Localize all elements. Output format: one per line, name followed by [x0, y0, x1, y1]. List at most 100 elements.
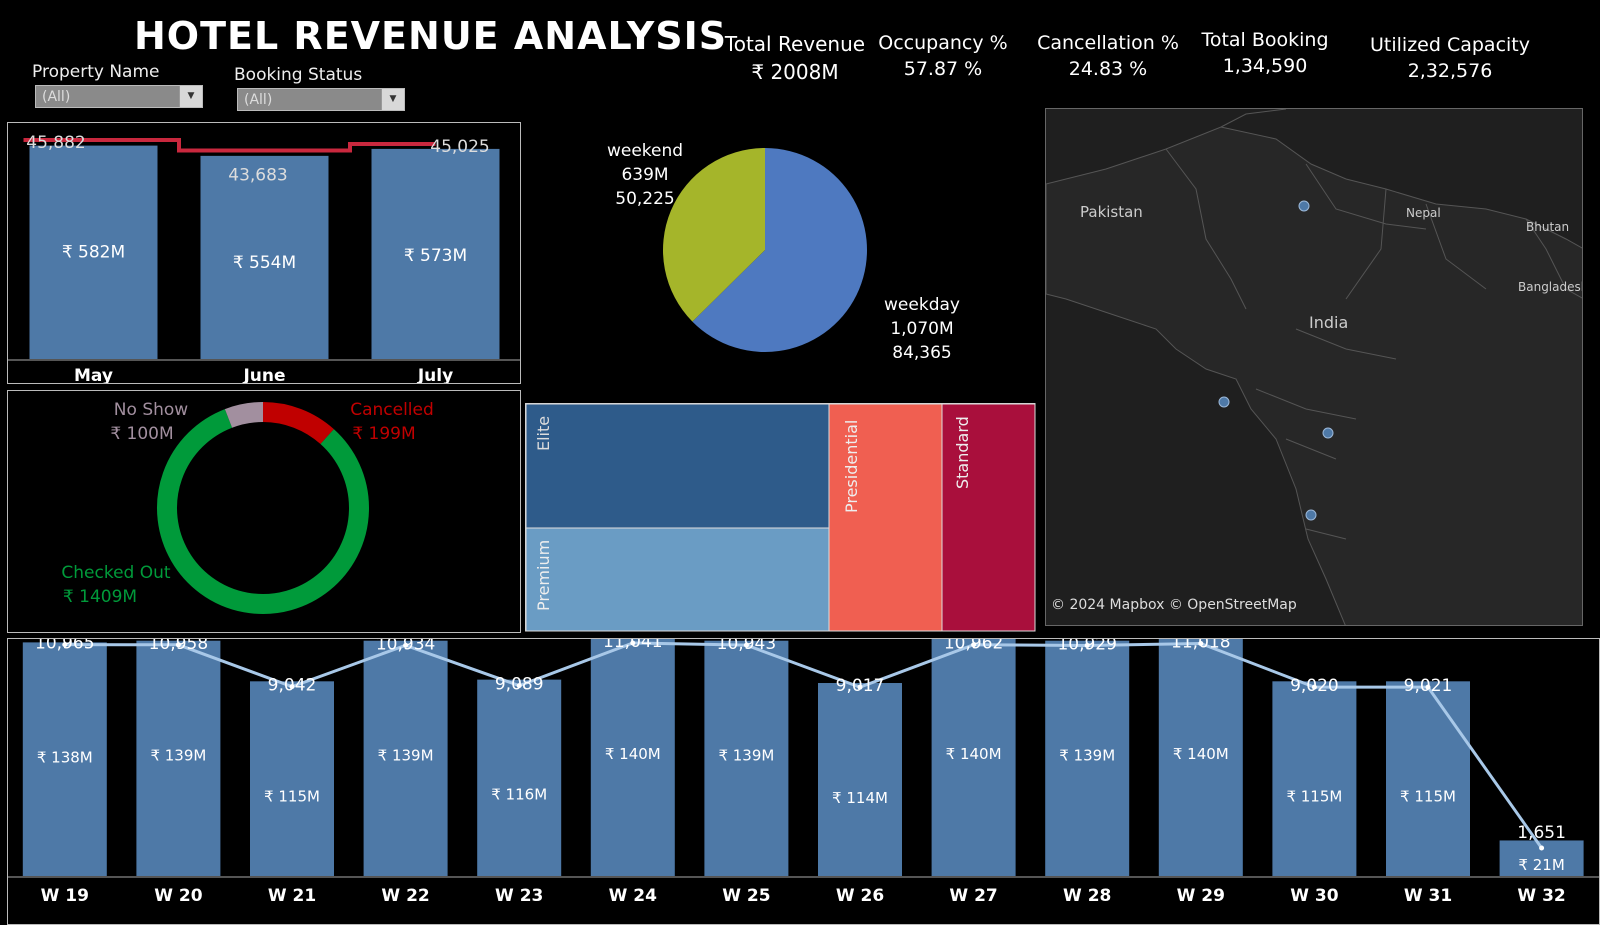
kpi-value: 57.87 % [903, 58, 983, 80]
week-bookings-point [1311, 684, 1317, 690]
week-bookings-label: 9,042 [268, 676, 317, 696]
week-revenue-label: ₹ 139M [378, 747, 434, 765]
week-axis-label: W 24 [609, 886, 657, 906]
map-canvas: Pakistan Nepal Bhutan Bangladesh India ©… [1046, 109, 1583, 625]
map-attribution[interactable]: © 2024 Mapbox © OpenStreetMap [1051, 597, 1297, 613]
month-bookings-label: 45,025 [430, 137, 489, 157]
pie-slice-weekend[interactable] [663, 148, 765, 322]
week-revenue-label: ₹ 139M [1059, 747, 1115, 765]
week-bookings-line [64, 641, 1543, 849]
treemap-elite[interactable] [525, 403, 830, 529]
week-bar-w24[interactable] [590, 639, 675, 876]
donut-slice-cancelled[interactable] [262, 402, 334, 445]
treemap-premium-label: Premium [534, 540, 553, 611]
month-revenue-label: ₹ 573M [404, 246, 467, 266]
month-revenue-label: ₹ 554M [233, 253, 296, 273]
month-axis-label: July [417, 366, 453, 384]
month-bar-july[interactable] [371, 148, 500, 359]
week-revenue-label: ₹ 115M [1400, 787, 1456, 805]
treemap-presidential[interactable] [828, 403, 943, 632]
chevron-down-icon[interactable]: ▼ [381, 89, 404, 110]
week-bookings-label: 9,021 [1404, 676, 1453, 696]
week-bar-w31[interactable] [1386, 681, 1470, 876]
week-revenue-label: ₹ 140M [1173, 745, 1229, 763]
week-bar-w30[interactable] [1272, 681, 1357, 876]
map-label-bhutan: Bhutan [1526, 220, 1569, 234]
treemap-premium[interactable] [525, 527, 830, 632]
kpi-utilized-capacity: Utilized Capacity 2,32,576 [1355, 34, 1545, 82]
week-bookings-point [175, 642, 181, 648]
donut-checkedout-value: ₹ 1409M [63, 587, 137, 607]
pie-weekend-value: 639M [621, 165, 668, 185]
week-axis-label: W 32 [1517, 886, 1565, 906]
week-bookings-label: 9,020 [1290, 676, 1339, 696]
booking-filter-dropdown[interactable]: (All) ▼ [237, 88, 405, 111]
week-axis-label: W 31 [1404, 886, 1452, 906]
week-bar-w29[interactable] [1158, 639, 1243, 876]
week-bar-w20[interactable] [136, 640, 221, 876]
week-bookings-label: 11,018 [1171, 638, 1230, 653]
room-class-treemap: Elite Premium Presidential Standard [525, 403, 1036, 632]
donut-noshow-label: No Show [114, 400, 188, 420]
map-label-nepal: Nepal [1406, 206, 1441, 220]
donut-noshow-value: ₹ 100M [110, 424, 173, 444]
week-bookings-point [1539, 845, 1545, 851]
donut-slice-checked-out[interactable] [157, 409, 369, 614]
week-revenue-label: ₹ 115M [264, 787, 320, 805]
week-revenue-label: ₹ 139M [150, 747, 206, 765]
week-bookings-label: 10,965 [35, 638, 94, 654]
month-axis-label: May [74, 366, 113, 384]
map-label-bangladesh: Bangladesh [1518, 280, 1583, 294]
week-bar-w19[interactable] [22, 642, 107, 876]
booking-status-donut: No Show ₹ 100M Cancelled ₹ 199M Checked … [7, 390, 521, 633]
week-axis-label: W 19 [41, 886, 89, 906]
week-bar-w27[interactable] [931, 639, 1016, 876]
property-filter-dropdown[interactable]: (All) ▼ [35, 85, 203, 108]
week-bar-w23[interactable] [477, 679, 562, 876]
hotel-point-delhi[interactable] [1298, 200, 1310, 212]
week-bookings-point [1425, 684, 1431, 690]
week-bookings-label: 9,089 [495, 675, 544, 695]
week-bookings-point [62, 642, 68, 648]
pie-weekday-label: weekday [884, 295, 960, 315]
month-bar-may[interactable] [29, 145, 158, 359]
week-bar-w28[interactable] [1045, 640, 1130, 876]
week-bookings-point [1198, 641, 1204, 647]
treemap-standard[interactable] [941, 403, 1036, 632]
week-bookings-point [743, 642, 749, 648]
pie-slice-weekday[interactable] [692, 148, 867, 352]
donut-checkedout-label: Checked Out [61, 563, 170, 583]
map-borders [1165, 148, 1487, 540]
week-revenue-label: ₹ 139M [718, 747, 774, 765]
week-bar-w22[interactable] [363, 640, 448, 876]
hotel-point-bangalore[interactable] [1305, 509, 1317, 521]
kpi-cancellation: Cancellation % 24.83 % [1028, 32, 1188, 80]
month-bar-june[interactable] [200, 155, 329, 359]
week-bar-w25[interactable] [704, 640, 789, 876]
week-axis-label: W 28 [1063, 886, 1111, 906]
kpi-label: Cancellation % [1037, 32, 1179, 54]
month-axis-label: June [242, 366, 285, 384]
kpi-label: Occupancy % [878, 32, 1008, 54]
week-bookings-label: 10,934 [376, 638, 435, 654]
hotel-location-map[interactable]: Pakistan Nepal Bhutan Bangladesh India ©… [1045, 108, 1583, 626]
hotel-point-hyderabad[interactable] [1322, 427, 1334, 439]
month-revenue-label: ₹ 582M [62, 243, 125, 263]
week-axis-label: W 20 [154, 886, 202, 906]
kpi-label: Total Revenue [724, 32, 866, 56]
kpi-value: 24.83 % [1068, 58, 1148, 80]
landmass-shape [1046, 126, 1582, 625]
month-bookings-label: 45,882 [26, 133, 85, 153]
week-bookings-label: 10,943 [717, 638, 776, 654]
week-axis-label: W 21 [268, 886, 316, 906]
chevron-down-icon[interactable]: ▼ [179, 86, 202, 107]
week-bookings-label: 9,017 [836, 676, 885, 696]
property-filter-label: Property Name [32, 62, 160, 82]
week-bar-w21[interactable] [250, 681, 334, 876]
week-bar-w26[interactable] [818, 683, 902, 876]
weekly-revenue-chart: ₹ 138M W 19 ₹ 139M W 20 ₹ 115M W 21 ₹ 139M W 22… [7, 638, 1600, 925]
hotel-point-mumbai[interactable] [1218, 396, 1230, 408]
donut-slice-no-show[interactable] [224, 402, 264, 428]
month-bookings-line [23, 137, 436, 153]
kpi-total-revenue: Total Revenue ₹ 2008M [710, 32, 880, 84]
